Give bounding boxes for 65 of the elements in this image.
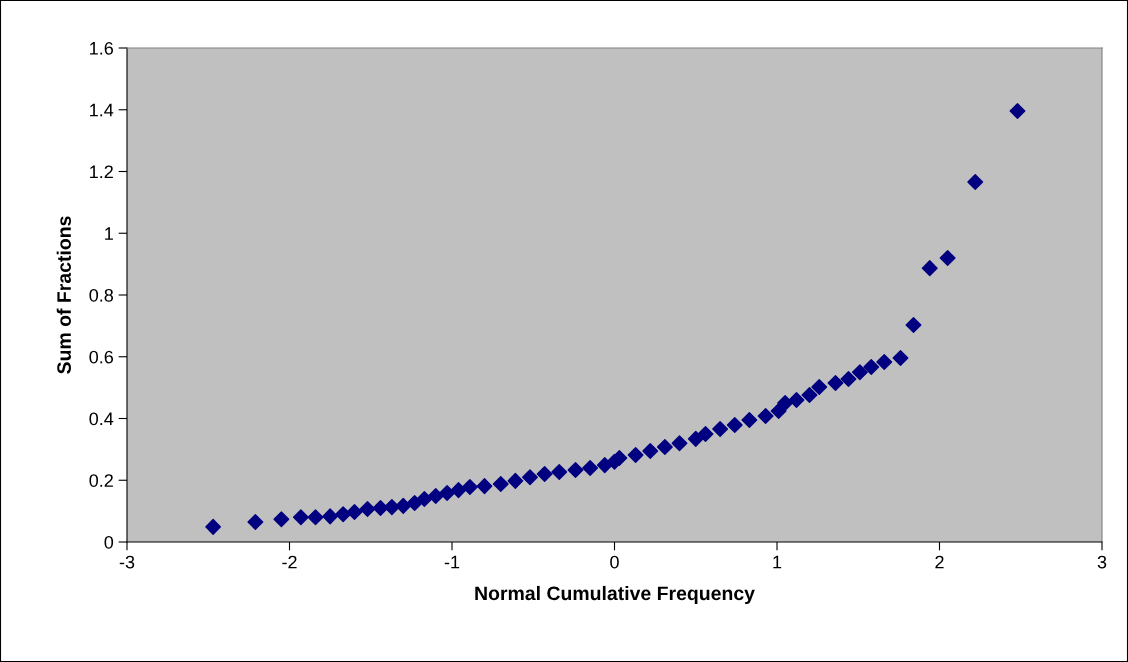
point bbox=[939, 249, 956, 266]
y-tick-label: 0 bbox=[104, 535, 114, 549]
point bbox=[851, 364, 868, 381]
point bbox=[205, 518, 222, 535]
point bbox=[476, 478, 493, 495]
point bbox=[492, 475, 509, 492]
point bbox=[567, 462, 584, 479]
point bbox=[801, 387, 818, 404]
point bbox=[627, 446, 644, 463]
point bbox=[811, 379, 828, 395]
y-tick-label: 1.2 bbox=[90, 165, 113, 179]
point bbox=[905, 316, 922, 333]
point bbox=[840, 371, 857, 387]
point bbox=[461, 479, 478, 496]
y-axis-title: Sum of Fractions bbox=[56, 216, 71, 374]
point bbox=[671, 435, 688, 452]
x-tick-label: 1 bbox=[773, 555, 782, 569]
point bbox=[335, 506, 352, 523]
point bbox=[726, 417, 743, 433]
x-tick-label: -1 bbox=[444, 555, 460, 569]
point bbox=[507, 472, 524, 489]
point bbox=[863, 358, 880, 375]
x-tick-label: -3 bbox=[119, 555, 135, 569]
point bbox=[439, 484, 456, 501]
point bbox=[551, 463, 568, 480]
point bbox=[582, 459, 599, 476]
point bbox=[292, 509, 309, 526]
point bbox=[359, 500, 376, 517]
y-tick-label: 1.4 bbox=[90, 103, 114, 117]
point bbox=[536, 466, 553, 483]
y-tick-label: 0.2 bbox=[89, 474, 113, 487]
point bbox=[757, 408, 774, 425]
y-tick-label: 0.4 bbox=[89, 412, 114, 426]
point bbox=[712, 421, 729, 437]
y-tick-label: 0.8 bbox=[89, 288, 114, 302]
x-tick-label: 2 bbox=[935, 555, 944, 569]
point bbox=[395, 497, 412, 514]
point bbox=[967, 174, 984, 190]
point bbox=[788, 391, 805, 408]
x-tick-label: 3 bbox=[1097, 555, 1107, 569]
point bbox=[273, 511, 290, 528]
point bbox=[827, 375, 844, 391]
point bbox=[687, 430, 704, 447]
point bbox=[892, 350, 909, 366]
point bbox=[522, 469, 538, 486]
y-tick-label: 0.6 bbox=[89, 350, 114, 364]
point bbox=[383, 499, 400, 516]
point bbox=[642, 442, 659, 459]
point bbox=[697, 425, 714, 442]
y-tick-label: 1.6 bbox=[90, 41, 114, 55]
point bbox=[741, 412, 758, 429]
point bbox=[427, 488, 444, 504]
x-axis-title: Normal Cumulative Frequency bbox=[475, 585, 755, 605]
x-tick-label: -2 bbox=[282, 555, 297, 569]
x-tick-label: 0 bbox=[610, 555, 619, 569]
point bbox=[656, 438, 673, 455]
point bbox=[322, 508, 339, 525]
point bbox=[307, 509, 324, 526]
y-tick-label: 1 bbox=[105, 227, 113, 240]
point bbox=[777, 395, 794, 412]
point bbox=[346, 504, 363, 521]
point bbox=[921, 260, 938, 277]
point bbox=[1009, 103, 1026, 119]
point bbox=[247, 513, 264, 530]
point bbox=[876, 354, 893, 370]
